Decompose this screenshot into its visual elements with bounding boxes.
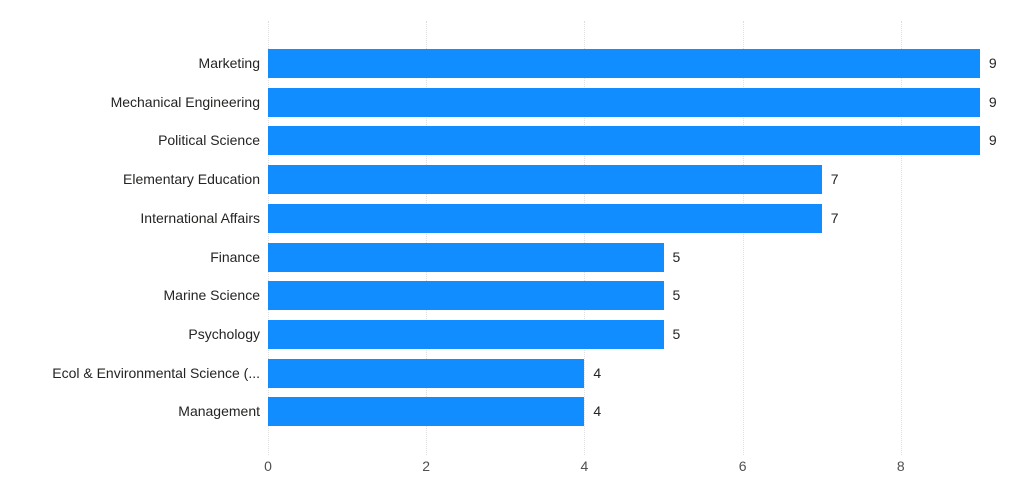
gridline-x-4 bbox=[584, 21, 586, 455]
category-label: Mechanical Engineering bbox=[110, 94, 260, 110]
bar-finance[interactable] bbox=[268, 243, 664, 272]
value-label: 5 bbox=[672, 287, 681, 303]
value-label: 7 bbox=[830, 210, 839, 226]
category-label: Marketing bbox=[198, 55, 260, 71]
x-axis-tick-label: 8 bbox=[896, 458, 905, 474]
category-label: Psychology bbox=[188, 326, 260, 342]
x-axis-tick-label: 6 bbox=[738, 458, 747, 474]
value-label: 7 bbox=[830, 171, 839, 187]
category-label: Management bbox=[178, 403, 260, 419]
bar-psychology[interactable] bbox=[268, 320, 664, 349]
category-label: Finance bbox=[210, 249, 260, 265]
bar-mechanical-engineering[interactable] bbox=[268, 88, 980, 117]
gridline-x-8 bbox=[900, 21, 902, 455]
bar-political-science[interactable] bbox=[268, 126, 980, 155]
x-axis-tick-label: 4 bbox=[580, 458, 589, 474]
category-label: Ecol & Environmental Science (... bbox=[52, 365, 260, 381]
bar-international-affairs[interactable] bbox=[268, 204, 822, 233]
gridline-x-6 bbox=[742, 21, 744, 455]
value-label: 9 bbox=[988, 94, 997, 110]
bar-management[interactable] bbox=[268, 397, 584, 426]
bar-ecol-environmental-science[interactable] bbox=[268, 359, 584, 388]
category-label: Marine Science bbox=[163, 287, 261, 303]
value-label: 9 bbox=[988, 132, 997, 148]
value-label: 9 bbox=[988, 55, 997, 71]
value-label: 4 bbox=[593, 365, 602, 381]
x-axis-tick-label: 2 bbox=[422, 458, 431, 474]
gridline-x-0 bbox=[268, 21, 269, 455]
category-label: Political Science bbox=[158, 132, 260, 148]
bar-marine-science[interactable] bbox=[268, 281, 664, 310]
gridline-x-2 bbox=[426, 21, 428, 455]
x-axis-tick-label: 0 bbox=[264, 458, 272, 474]
value-label: 5 bbox=[672, 249, 681, 265]
category-label: International Affairs bbox=[140, 210, 260, 226]
category-label: Elementary Education bbox=[123, 171, 260, 187]
value-label: 5 bbox=[672, 326, 681, 342]
bar-elementary-education[interactable] bbox=[268, 165, 822, 194]
bar-marketing[interactable] bbox=[268, 49, 980, 78]
value-label: 4 bbox=[593, 403, 602, 419]
